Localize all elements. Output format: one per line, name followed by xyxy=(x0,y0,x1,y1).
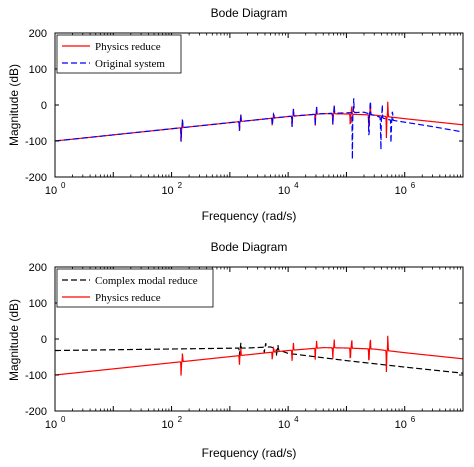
x-tick-exponent: 2 xyxy=(178,181,183,190)
x-tick-label: 10 xyxy=(395,185,407,197)
legend-label: Complex modal reduce xyxy=(95,275,198,287)
x-tick-exponent: 4 xyxy=(294,415,299,424)
legend-label: Original system xyxy=(95,58,165,70)
series-layer xyxy=(54,335,464,376)
x-tick-label: 10 xyxy=(278,419,290,431)
legend-box xyxy=(56,34,182,74)
chart-title: Bode Diagram xyxy=(211,240,288,254)
y-tick-label: -200 xyxy=(25,172,47,184)
x-tick-label: 10 xyxy=(161,419,173,431)
series-line-1 xyxy=(54,335,464,376)
y-axis-label: Magnitude (dB) xyxy=(7,299,21,381)
y-tick-label: 200 xyxy=(29,262,47,274)
y-tick-label: 100 xyxy=(29,64,47,76)
chart-title: Bode Diagram xyxy=(211,6,288,20)
series-layer xyxy=(54,98,464,160)
series-line-0 xyxy=(54,342,464,374)
x-tick-exponent: 0 xyxy=(61,181,66,190)
legend: Physics reduce Original system xyxy=(56,34,182,74)
y-tick-label: -100 xyxy=(25,136,47,148)
legend: Complex modal reduce Physics reduce xyxy=(56,268,214,308)
x-axis-label: Frequency (rad/s) xyxy=(202,209,297,223)
x-tick-label: 10 xyxy=(45,419,57,431)
y-tick-label: 100 xyxy=(29,298,47,310)
x-tick-label: 10 xyxy=(278,185,290,197)
x-tick-label: 10 xyxy=(395,419,407,431)
legend-label: Physics reduce xyxy=(95,41,161,53)
x-tick-label: 10 xyxy=(45,185,57,197)
x-tick-exponent: 4 xyxy=(294,181,299,190)
x-tick-exponent: 0 xyxy=(61,415,66,424)
bode-panel-top: Bode Diagram Magnitude (dB) Frequency (r… xyxy=(7,6,464,223)
x-tick-exponent: 2 xyxy=(178,415,183,424)
x-tick-exponent: 6 xyxy=(411,415,416,424)
y-tick-label: 0 xyxy=(41,334,47,346)
y-axis-label: Magnitude (dB) xyxy=(7,64,21,146)
x-axis-label: Frequency (rad/s) xyxy=(202,446,297,460)
y-tick-label: 200 xyxy=(29,28,47,40)
y-tick-label: -100 xyxy=(25,370,47,382)
legend-label: Physics reduce xyxy=(95,292,161,304)
x-tick-exponent: 6 xyxy=(411,181,416,190)
bode-panel-bottom: Bode Diagram Magnitude (dB) Frequency (r… xyxy=(7,240,464,460)
y-tick-label: -200 xyxy=(25,406,47,418)
y-tick-label: 0 xyxy=(41,100,47,112)
series-line-1 xyxy=(54,98,464,160)
legend-box xyxy=(56,268,214,308)
x-tick-label: 10 xyxy=(161,185,173,197)
